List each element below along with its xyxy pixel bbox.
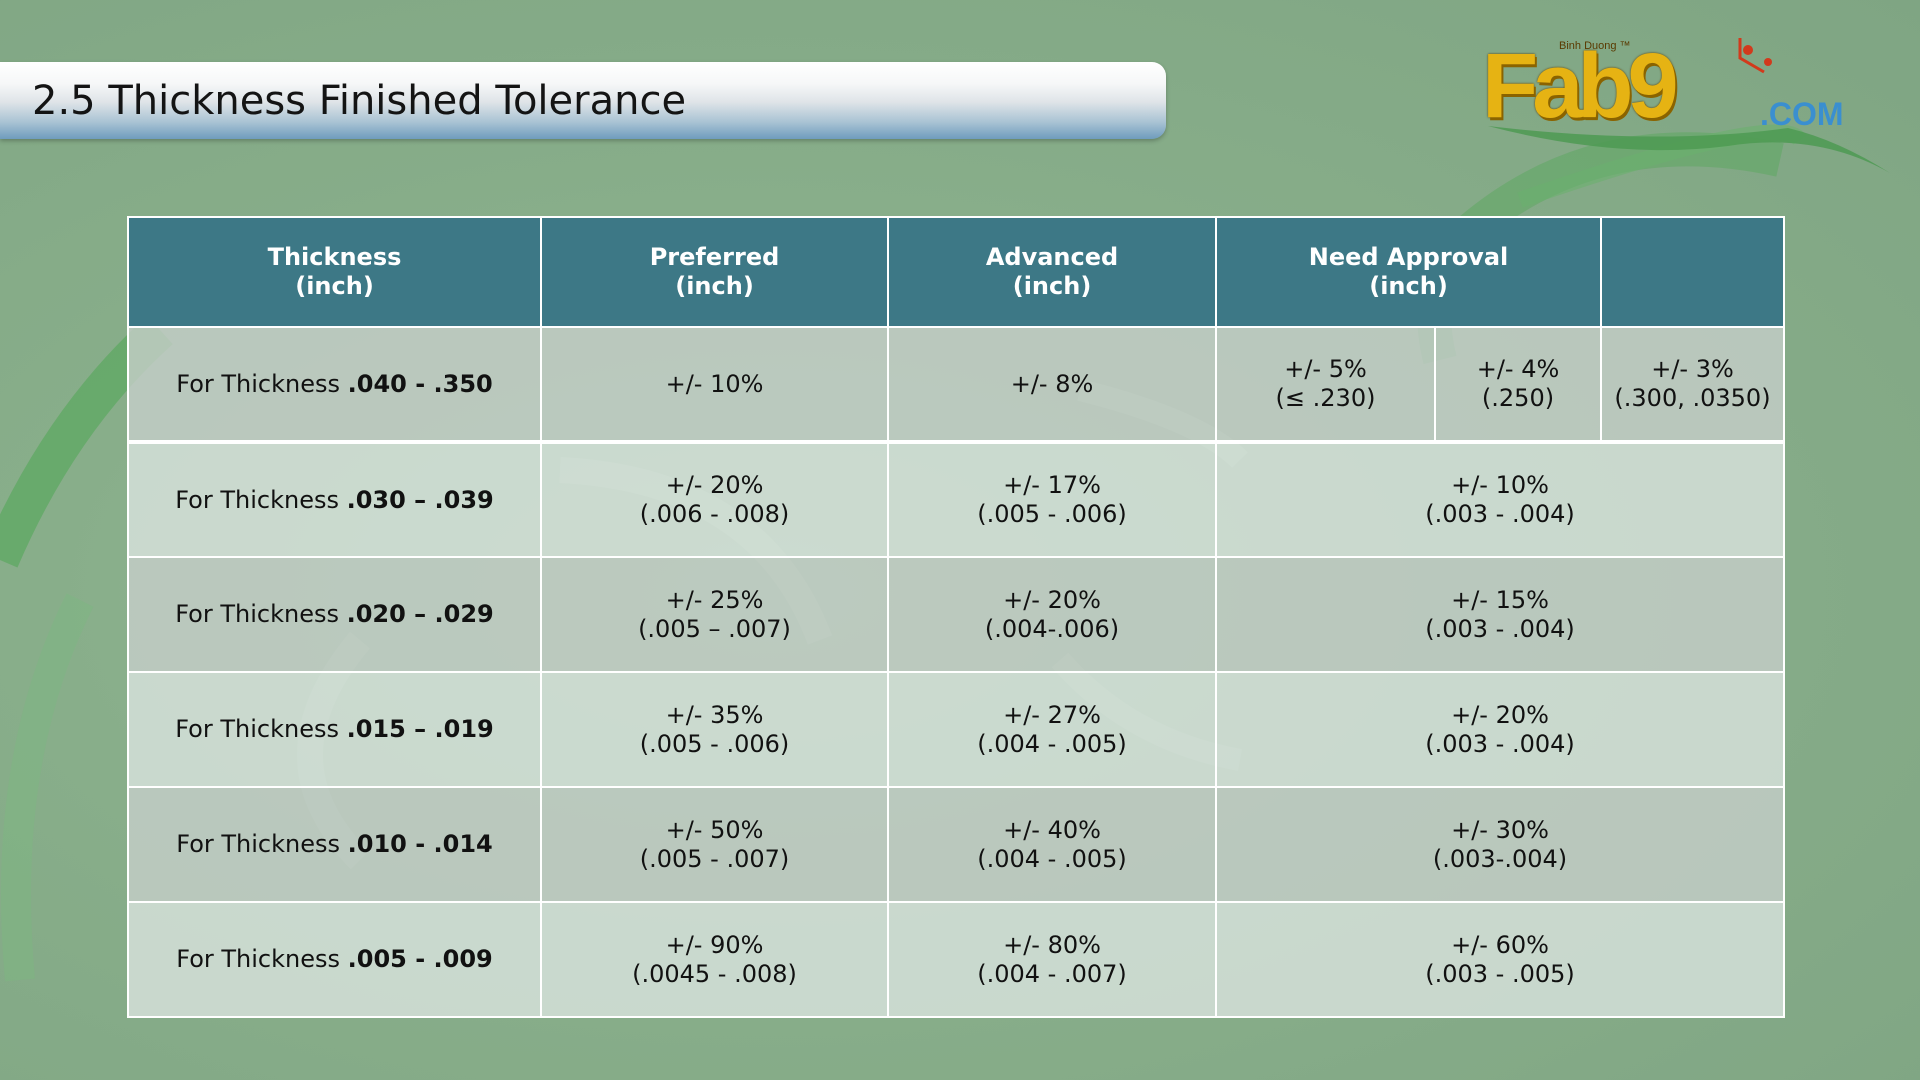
header-thickness: Thickness (inch) [127, 216, 542, 328]
advanced-cell: +/- 20% (.004-.006) [887, 556, 1217, 673]
logo-domain-suffix: .COM [1760, 96, 1844, 132]
thickness-cell: For Thickness .015 – .019 [127, 671, 542, 788]
title-banner: 2.5 Thickness Finished Tolerance [0, 62, 1166, 139]
preferred-cell: +/- 90% (.0045 - .008) [540, 901, 889, 1018]
approval-cell: +/- 60% (.003 - .005) [1215, 901, 1785, 1018]
preferred-cell: +/- 35% (.005 - .006) [540, 671, 889, 788]
thickness-cell: For Thickness .010 - .014 [127, 786, 542, 903]
preferred-cell: +/- 20% (.006 - .008) [540, 441, 889, 558]
table-row: For Thickness .040 - .350 +/- 10% +/- 8%… [127, 326, 1785, 444]
table-row: For Thickness .010 - .014 +/- 50% (.005 -… [127, 786, 1785, 903]
header-preferred: Preferred (inch) [540, 216, 889, 328]
logo-wordmark: Fab9 [1482, 35, 1679, 137]
header-need-approval: Need Approval (inch) [1215, 216, 1602, 328]
logo-subtitle: Binh Duong ™ [1559, 40, 1631, 52]
approval-cell: +/- 30% (.003-.004) [1215, 786, 1785, 903]
approval-cell: +/- 5% (≤ .230) [1215, 326, 1436, 444]
header-empty [1600, 216, 1785, 328]
preferred-cell: +/- 10% [540, 326, 889, 444]
table-row: For Thickness .020 – .029 +/- 25% (.005 –… [127, 556, 1785, 673]
preferred-cell: +/- 25% (.005 – .007) [540, 556, 889, 673]
thickness-cell: For Thickness .030 – .039 [127, 441, 542, 558]
table-row: For Thickness .015 – .019 +/- 35% (.005 -… [127, 671, 1785, 788]
approval-cell: +/- 15% (.003 - .004) [1215, 556, 1785, 673]
approval-cell: +/- 20% (.003 - .004) [1215, 671, 1785, 788]
header-advanced: Advanced (inch) [887, 216, 1217, 328]
approval-cell: +/- 3% (.300, .0350) [1600, 326, 1785, 444]
advanced-cell: +/- 27% (.004 - .005) [887, 671, 1217, 788]
fab9-logo: Fab9 Binh Duong ™ .COM [1478, 28, 1890, 178]
tolerance-table: Thickness (inch) Preferred (inch) Advanc… [127, 216, 1785, 1018]
advanced-cell: +/- 8% [887, 326, 1217, 444]
thickness-cell: For Thickness .020 – .029 [127, 556, 542, 673]
advanced-cell: +/- 17% (.005 - .006) [887, 441, 1217, 558]
table-row: For Thickness .030 – .039 +/- 20% (.006 -… [127, 441, 1785, 558]
thickness-cell: For Thickness .005 - .009 [127, 901, 542, 1018]
advanced-cell: +/- 80% (.004 - .007) [887, 901, 1217, 1018]
table-row: For Thickness .005 - .009 +/- 90% (.0045 … [127, 901, 1785, 1018]
table-header-row: Thickness (inch) Preferred (inch) Advanc… [127, 216, 1785, 328]
advanced-cell: +/- 40% (.004 - .005) [887, 786, 1217, 903]
thickness-cell: For Thickness .040 - .350 [127, 326, 542, 444]
approval-cell: +/- 10% (.003 - .004) [1215, 441, 1785, 558]
preferred-cell: +/- 50% (.005 - .007) [540, 786, 889, 903]
page-title: 2.5 Thickness Finished Tolerance [32, 78, 687, 124]
logo-swoosh [1488, 38, 1890, 173]
approval-cell: +/- 4% (.250) [1434, 326, 1602, 444]
